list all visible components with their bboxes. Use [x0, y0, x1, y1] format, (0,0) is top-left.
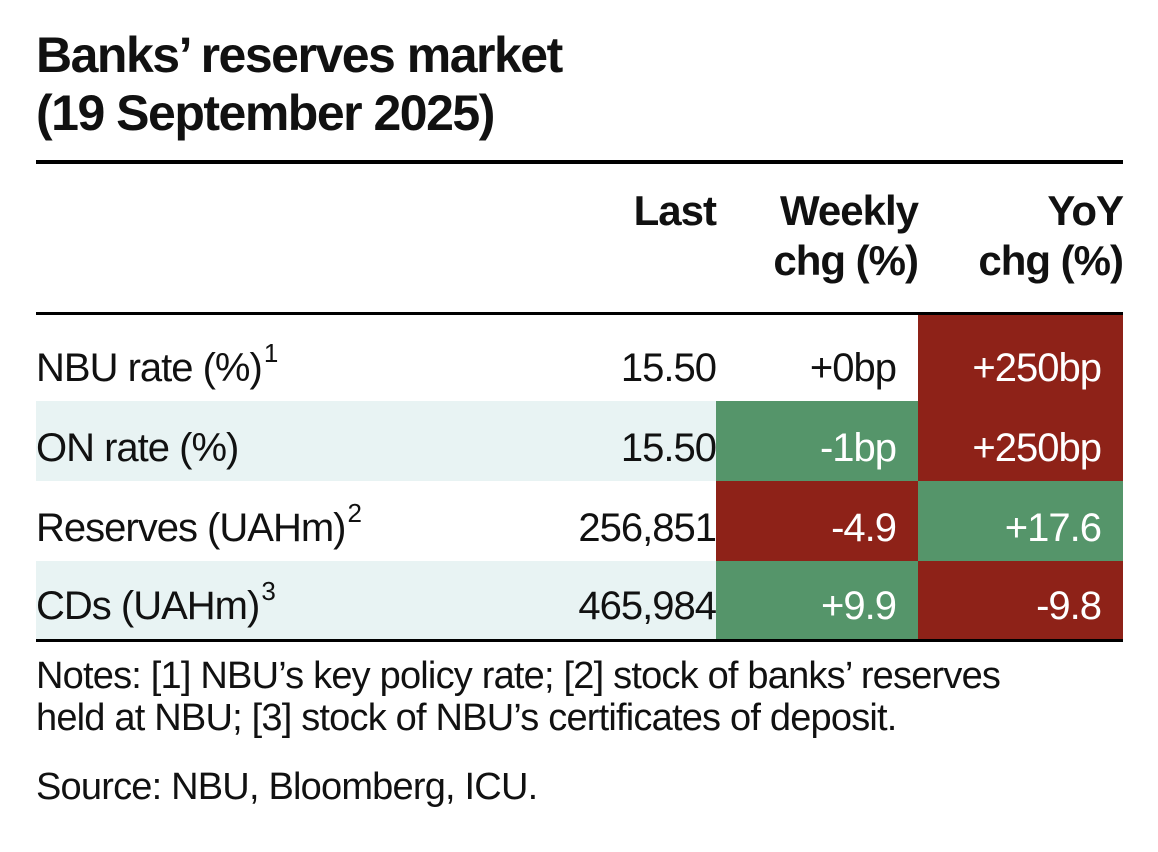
column-header-weekly-line1: Weekly: [780, 187, 919, 234]
last-value: 15.50: [620, 426, 717, 470]
header-rule: [36, 312, 1123, 315]
footnotes-line-2: held at NBU; [3] stock of NBU’s certific…: [36, 697, 897, 739]
yoy-change-cell: +250bp: [918, 401, 1123, 481]
last-value-cell: 15.50: [516, 315, 717, 401]
footnotes-line-1: Notes: [1] NBU’s key policy rate; [2] st…: [36, 655, 1001, 697]
yoy-change-value: +17.6: [1004, 506, 1102, 550]
weekly-change-cell: -1bp: [716, 401, 918, 481]
yoy-change-cell: +17.6: [918, 481, 1123, 561]
title-line-2: (19 September 2025): [36, 85, 495, 141]
column-header-yoy: YoY chg (%): [918, 186, 1124, 286]
footnote-marker: 3: [261, 576, 276, 606]
column-header-weekly-line2: chg (%): [773, 237, 919, 284]
last-value-cell: 465,984: [516, 561, 717, 639]
weekly-change-cell: +0bp: [716, 315, 918, 401]
table-row-reserves: Reserves (UAHm)2 256,851 -4.9 +17.6: [36, 481, 1123, 561]
bottom-rule: [36, 639, 1123, 642]
row-label-text: NBU rate (%): [36, 346, 263, 390]
column-header-yoy-line2: chg (%): [978, 237, 1124, 284]
column-header-last: Last: [560, 186, 717, 236]
last-value-cell: 256,851: [516, 481, 717, 561]
yoy-change-cell: -9.8: [918, 561, 1123, 639]
last-value: 465,984: [578, 584, 717, 628]
footnote-marker: 1: [263, 338, 279, 368]
weekly-change-value: -1bp: [819, 426, 897, 470]
yoy-change-cell: +250bp: [918, 315, 1123, 401]
last-value: 15.50: [620, 346, 717, 390]
weekly-change-value: -4.9: [831, 506, 897, 550]
title-line-1: Banks’ reserves market: [36, 27, 563, 83]
row-label-text: CDs (UAHm): [36, 584, 260, 628]
top-rule: [36, 160, 1123, 164]
row-label: CDs (UAHm)3: [36, 561, 556, 639]
row-label-text: ON rate (%): [36, 426, 239, 470]
weekly-change-cell: -4.9: [716, 481, 918, 561]
last-value-cell: 15.50: [516, 401, 717, 481]
page-title: Banks’ reserves market (19 September 202…: [36, 26, 563, 142]
yoy-change-value: -9.8: [1036, 584, 1102, 628]
column-header-last-line1: Last: [633, 187, 717, 234]
row-label: ON rate (%): [36, 401, 556, 481]
yoy-change-value: +250bp: [972, 346, 1102, 390]
table-row-on-rate: ON rate (%) 15.50 -1bp +250bp: [36, 401, 1123, 481]
column-header-weekly: Weekly chg (%): [716, 186, 919, 286]
weekly-change-cell: +9.9: [716, 561, 918, 639]
table-row-cds: CDs (UAHm)3 465,984 +9.9 -9.8: [36, 561, 1123, 639]
weekly-change-value: +0bp: [809, 346, 897, 390]
source-note: Source: NBU, Bloomberg, ICU.: [36, 766, 538, 808]
column-header-yoy-line1: YoY: [1047, 187, 1124, 234]
weekly-change-value: +9.9: [821, 584, 897, 628]
last-value: 256,851: [578, 506, 717, 550]
row-label: Reserves (UAHm)2: [36, 481, 556, 561]
footnotes: Notes: [1] NBU’s key policy rate; [2] st…: [36, 655, 1126, 739]
footnote-marker: 2: [347, 498, 362, 528]
table-row-nbu-rate: NBU rate (%)1 15.50 +0bp +250bp: [36, 315, 1123, 401]
row-label: NBU rate (%)1: [36, 315, 556, 401]
yoy-change-value: +250bp: [972, 426, 1102, 470]
row-label-text: Reserves (UAHm): [36, 506, 346, 550]
